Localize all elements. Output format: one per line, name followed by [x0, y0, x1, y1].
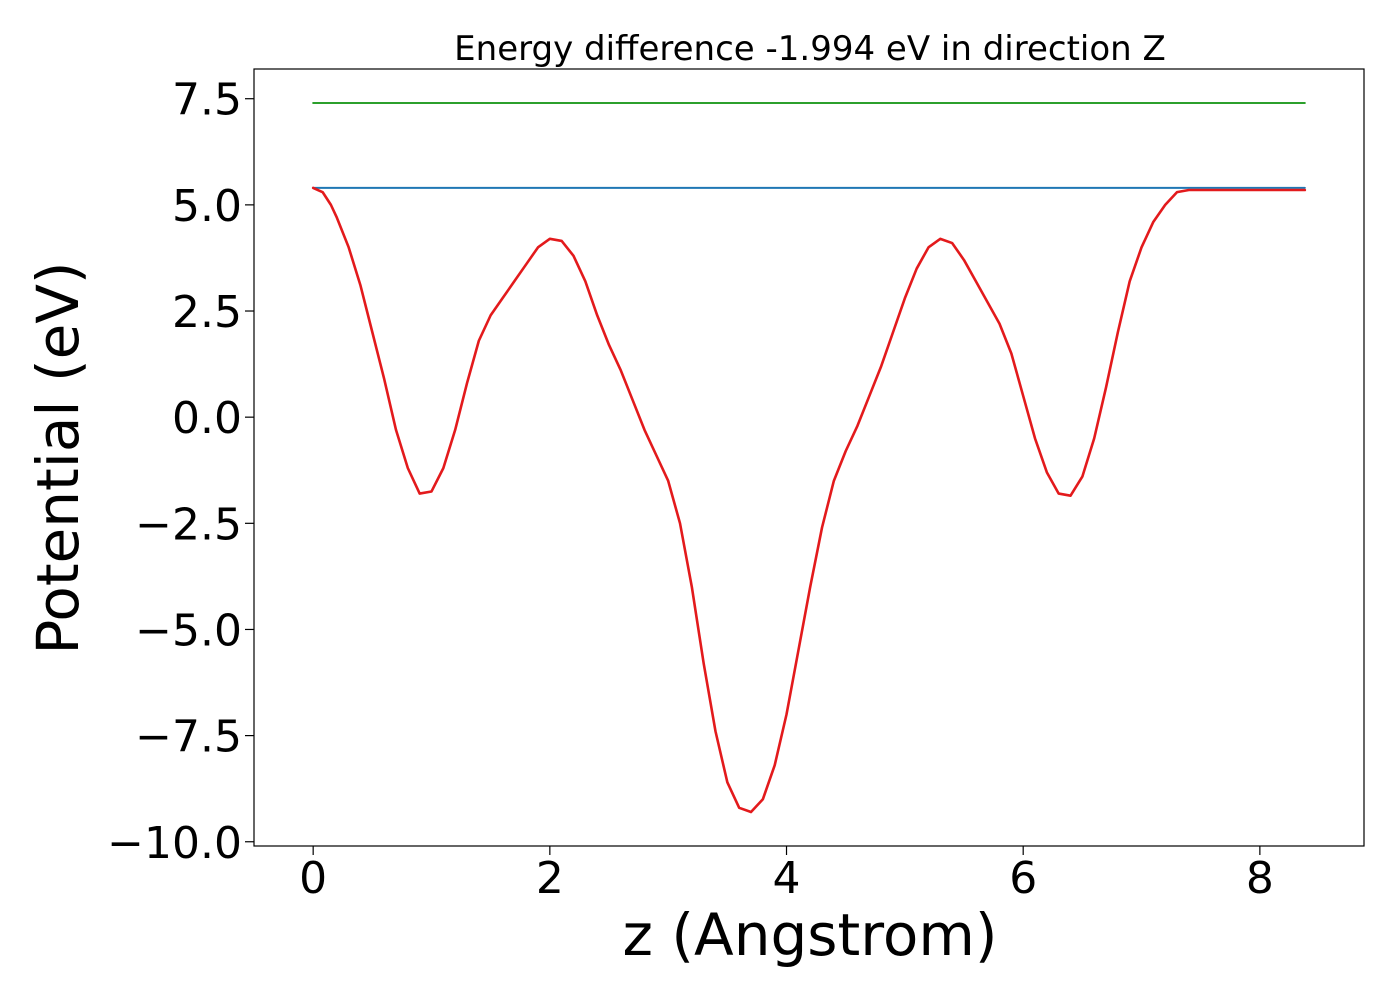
- chart-title: Energy difference -1.994 eV in direction…: [454, 29, 1166, 69]
- y-axis-title: Potential (eV): [24, 261, 92, 654]
- y-tick-label: −5.0: [135, 605, 242, 656]
- series-layer: [311, 101, 1307, 814]
- y-tick-label: −10.0: [107, 818, 242, 869]
- x-tick-label: 4: [773, 853, 801, 904]
- x-tick-label: 8: [1246, 853, 1274, 904]
- series-line-red: [311, 186, 1307, 814]
- y-tick-label: −2.5: [135, 499, 242, 550]
- y-axis-ticks: 7.5 5.0 2.5 0.0 −2.5 −5.0 −7.5 −10.0: [107, 75, 254, 869]
- x-tick-label: 6: [1009, 853, 1037, 904]
- x-axis-ticks: 0 2 4 6 8: [299, 846, 1274, 904]
- x-axis-title: z (Angstrom): [623, 901, 998, 969]
- y-tick-label: 0.0: [172, 393, 242, 444]
- y-tick-label: 5.0: [172, 181, 242, 232]
- x-tick-label: 0: [299, 853, 327, 904]
- y-tick-label: −7.5: [135, 712, 242, 763]
- y-tick-label: 7.5: [172, 75, 242, 126]
- plot-frame: [253, 68, 1365, 847]
- x-tick-label: 2: [536, 853, 564, 904]
- y-tick-label: 2.5: [172, 287, 242, 338]
